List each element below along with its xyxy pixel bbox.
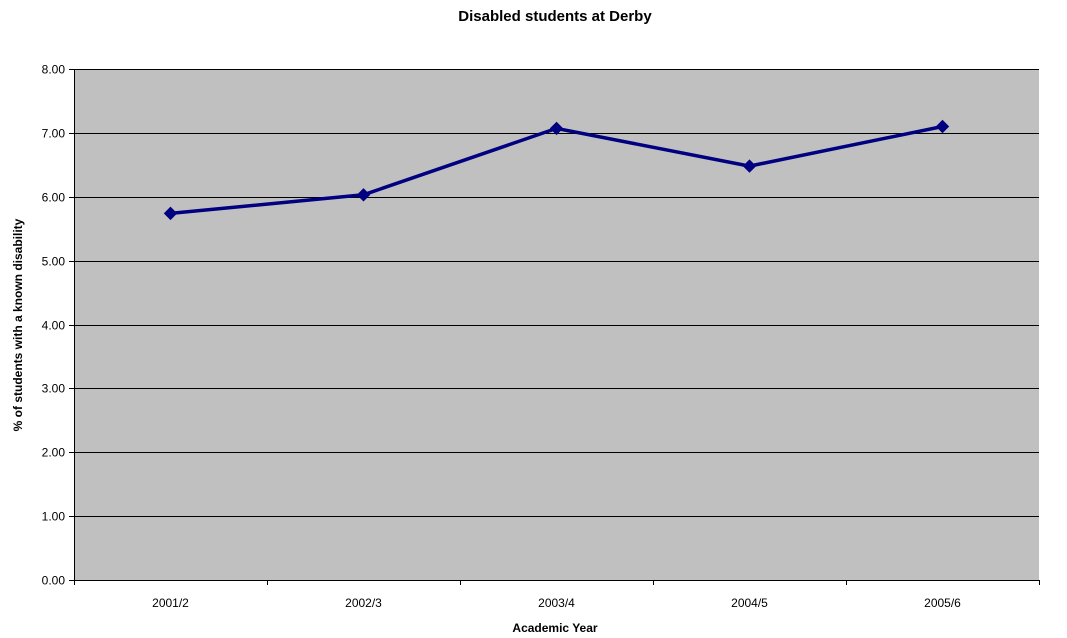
plot-area [74, 69, 1039, 580]
data-point-marker [935, 119, 950, 134]
gridlines [74, 69, 1039, 517]
y-axis-tick-labels: 0.00 1.00 2.00 3.00 4.00 5.00 6.00 7.00 8.00 [42, 63, 66, 588]
x-axis-tick-labels: 2001/2 2002/3 2003/4 2004/5 2005/6 [152, 596, 961, 610]
y-tick-label: 6.00 [42, 191, 66, 205]
y-tick-label: 5.00 [42, 255, 66, 269]
y-tick-label: 1.00 [42, 510, 66, 524]
y-tick-label: 0.00 [42, 574, 66, 588]
x-tick-label: 2003/4 [538, 596, 575, 610]
y-tick-label: 8.00 [42, 63, 66, 77]
x-tick-label: 2001/2 [152, 596, 189, 610]
data-point-marker [742, 159, 757, 173]
y-axis-title: % of students with a known disability [11, 218, 25, 431]
x-axis-title: Academic Year [512, 621, 598, 635]
y-tick-label: 2.00 [42, 446, 66, 460]
series-layer [163, 119, 950, 221]
data-point-marker [163, 206, 178, 221]
data-point-marker [549, 121, 564, 136]
x-tick-label: 2004/5 [731, 596, 768, 610]
x-tick-label: 2002/3 [345, 596, 382, 610]
y-tick-label: 3.00 [42, 382, 66, 396]
x-tick-label: 2005/6 [924, 596, 961, 610]
y-tick-label: 4.00 [42, 319, 66, 333]
chart-title: Disabled students at Derby [458, 8, 652, 25]
data-point-marker [356, 188, 371, 202]
axes [69, 69, 1040, 585]
y-tick-label: 7.00 [42, 127, 66, 141]
